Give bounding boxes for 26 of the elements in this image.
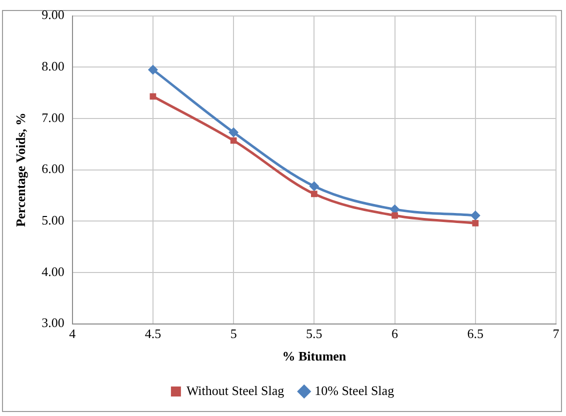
x-tick-label: 6.5 bbox=[467, 326, 484, 342]
x-tick-label: 6 bbox=[392, 326, 399, 342]
legend-label: Without Steel Slag bbox=[186, 382, 285, 398]
point bbox=[472, 220, 479, 226]
point bbox=[309, 181, 320, 192]
point bbox=[310, 190, 318, 198]
x-tick-label: 4.5 bbox=[144, 326, 162, 342]
x-tick-label: 5.5 bbox=[306, 326, 322, 342]
y-tick-label: 5.00 bbox=[42, 212, 64, 228]
point bbox=[150, 93, 156, 100]
y-tick-label: 3.00 bbox=[42, 315, 64, 330]
point bbox=[228, 127, 239, 138]
point bbox=[392, 212, 398, 219]
legend-label: 10% Steel Slag bbox=[314, 382, 395, 398]
y-tick-label: 7.00 bbox=[42, 110, 64, 125]
x-tick-label: 7 bbox=[552, 326, 560, 342]
point bbox=[148, 64, 158, 75]
y-tick-label: 9.00 bbox=[42, 7, 64, 22]
x-tick-label: 5 bbox=[230, 326, 237, 342]
y-tick-label: 6.00 bbox=[42, 161, 64, 176]
x-axis-title: % Bitumen bbox=[282, 348, 347, 364]
point bbox=[470, 210, 480, 220]
y-axis-title: Percentage Voids, % bbox=[13, 112, 28, 227]
y-tick-label: 8.00 bbox=[42, 58, 64, 74]
y-tick-label: 4.00 bbox=[42, 264, 64, 279]
x-tick-label: 4 bbox=[69, 326, 76, 342]
